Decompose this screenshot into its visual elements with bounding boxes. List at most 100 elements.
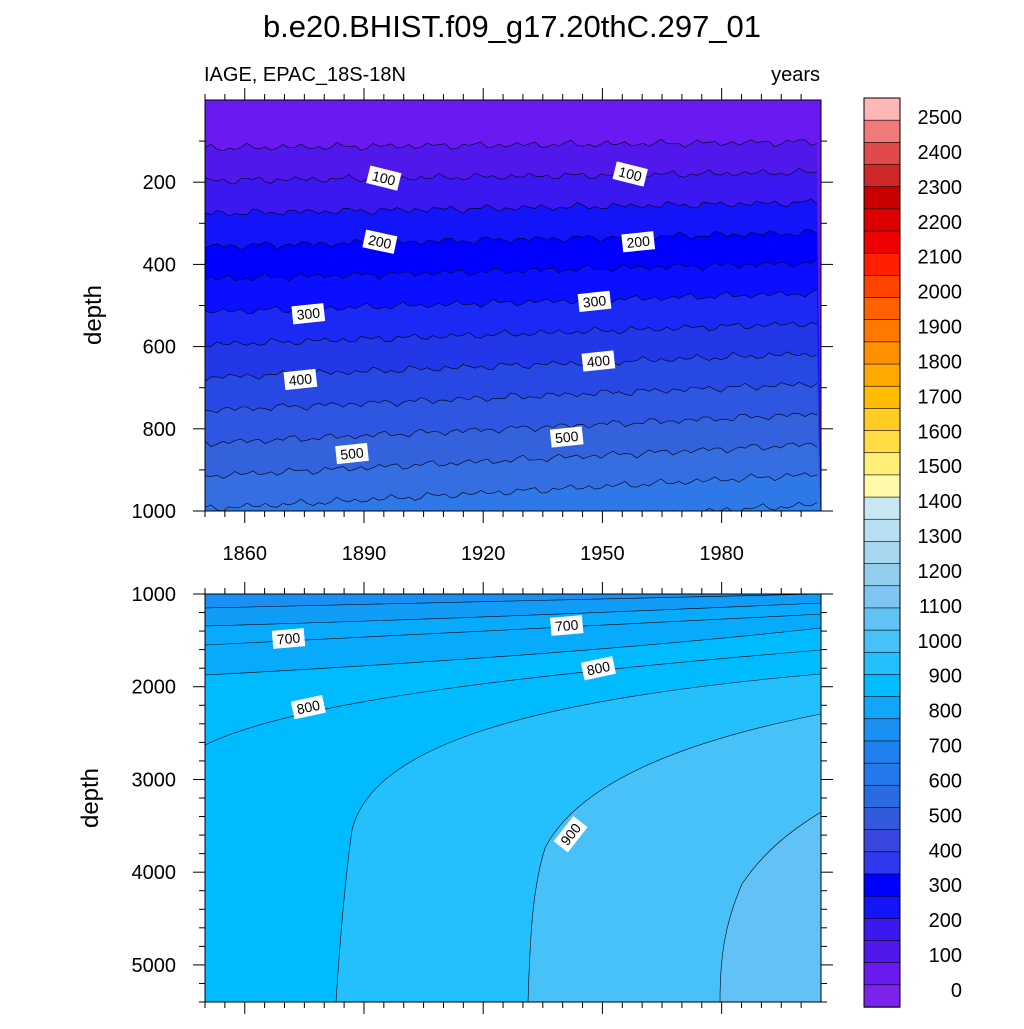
upper-axis-ticks: 1860 1890 1920 1950 1980 200 400 600 800 1000 [132,88,833,565]
y-tick-label: 200 [143,172,176,194]
contour-label-box [581,350,616,372]
colorbar-swatch [863,142,901,166]
contour-label-box [580,656,616,681]
colorbar-swatch [863,696,901,720]
colorbar: 2500240023002200210020001900180017001600… [863,97,963,1008]
contour-label-box [577,290,612,313]
lower-band [720,812,821,1002]
x-tick-label: 1860 [222,543,267,565]
colorbar-label: 600 [929,771,962,793]
upper-filled-contours [205,100,821,511]
colorbar-swatch [863,784,901,809]
contour-label-box [549,426,584,448]
colorbar-swatch [863,408,901,432]
contour-label-box [362,229,398,254]
upper-band [205,472,821,511]
upper-contour-line [205,321,818,347]
y-tick-label: 4000 [132,862,177,884]
contour-label-text: 300 [582,292,607,310]
contour-label: 500 [549,426,584,448]
lower-contour-line [205,649,821,746]
colorbar-swatch [863,629,901,653]
lower-axis-ticks: 1000 2000 3000 4000 5000 [132,582,833,1014]
colorbar-swatch [863,208,901,232]
upper-contour-line [205,442,818,479]
contour-label-box [612,161,648,187]
contour-label-box [335,442,369,465]
colorbar-swatch [863,984,901,1008]
colorbar-swatch [863,252,901,277]
upper-contour-line [205,167,818,185]
contour-label: 200 [621,231,656,253]
contour-label: 100 [612,161,648,187]
contour-label: 400 [581,350,616,372]
colorbar-label: 1300 [918,526,963,548]
contour-label-text: 100 [371,168,398,189]
colorbar-swatch [863,230,901,254]
colorbar-swatch [863,518,901,543]
contour-label-text: 700 [554,616,579,634]
colorbar-label: 1800 [918,351,963,373]
contour-label-text: 800 [295,697,321,718]
colorbar-label: 2500 [918,107,963,129]
contour-label-box [290,694,326,720]
colorbar-label: 400 [929,840,962,862]
colorbar-swatch [863,674,901,698]
colorbar-label: 1100 [919,596,962,618]
contour-label-text: 100 [617,163,644,184]
colorbar-label: 2000 [918,282,963,304]
lower-contour-line [335,673,821,1002]
lower-y-axis-label: depth [77,768,104,828]
colorbar-label: 100 [929,945,962,967]
y-tick-label: 400 [143,254,176,276]
contour-label-box [549,615,584,636]
contour-label-text: 700 [276,629,301,647]
contour-label-text: 200 [367,232,393,253]
colorbar-swatch [863,718,901,742]
colorbar-swatch [863,740,901,764]
lower-contour-line [205,627,821,676]
y-tick-label: 2000 [132,677,177,699]
upper-contour-line [205,198,818,217]
contour-label: 700 [549,615,584,636]
upper-contour-line [205,139,818,152]
y-tick-label: 1000 [132,584,177,606]
colorbar-swatch [863,851,901,875]
colorbar-label: 1400 [918,491,963,513]
upper-contour-line [205,229,818,251]
contour-label-text: 300 [296,305,321,323]
colorbar-label: 500 [929,805,962,827]
colorbar-swatch [863,474,901,498]
colorbar-label: 2300 [918,177,963,199]
variable-subtitle: IAGE, EPAC_18S-18N [204,64,406,86]
colorbar-swatch [863,164,901,188]
contour-label-box [621,231,656,253]
colorbar-label: 700 [929,736,962,758]
colorbar-swatch [863,829,901,853]
contour-label: 100 [366,165,402,191]
colorbar-label: 2100 [918,247,963,269]
contour-label-text: 500 [340,444,365,462]
colorbar-label: 1900 [918,317,963,339]
colorbar-label: 300 [929,875,962,897]
colorbar-swatch [863,119,901,144]
colorbar-label: 0 [951,980,962,1002]
colorbar-swatch [863,319,901,343]
colorbar-swatch [863,430,901,454]
colorbar-swatch [863,186,901,210]
contour-label: 200 [362,229,398,254]
upper-contour-line [205,259,818,282]
colorbar-swatch [863,275,901,299]
colorbar-swatch [863,873,901,897]
x-tick-label: 1920 [461,543,506,565]
colorbar-label: 1600 [918,421,963,443]
units-subtitle: years [771,64,820,86]
colorbar-label: 1500 [918,456,963,478]
contour-label-text: 400 [586,352,611,370]
colorbar-swatch [863,918,901,942]
colorbar-swatch [863,585,901,609]
colorbar-swatch [863,363,901,387]
colorbar-swatch [863,563,901,587]
